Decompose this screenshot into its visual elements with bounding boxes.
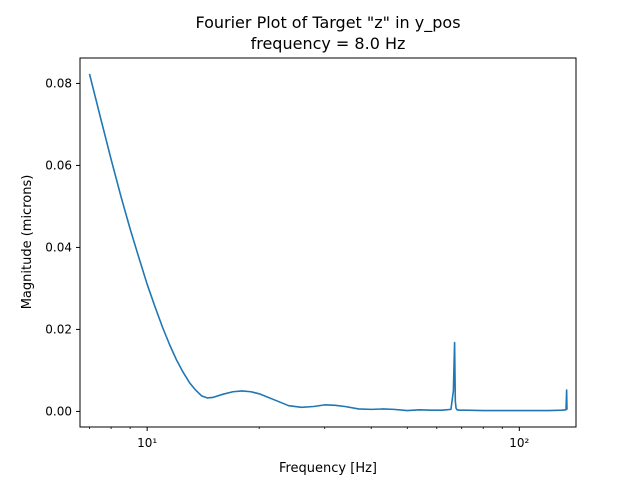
x-tick-label: 10² [509,436,529,450]
x-axis-label: Frequency [Hz] [279,461,377,476]
y-axis-label: Magnitude (microns) [20,175,35,310]
plot-area: 0.00 0.02 0.04 0.06 0.08 10¹ 10² [45,73,568,450]
y-tick-label: 0.06 [45,158,72,172]
x-tick-label: 10¹ [137,436,157,450]
y-tick-label: 0.04 [45,240,72,254]
y-tick-label: 0.02 [45,322,72,336]
series-line [88,73,568,412]
chart-title: Fourier Plot of Target "z" in y_pos [195,13,460,33]
chart-subtitle: frequency = 8.0 Hz [251,34,406,53]
y-tick-label: 0.08 [45,76,72,90]
y-tick-label: 0.00 [45,404,72,418]
axes-frame [79,57,577,428]
